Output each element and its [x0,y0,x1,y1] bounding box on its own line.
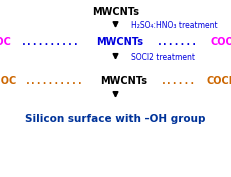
Text: COCl: COCl [207,76,231,85]
Text: Silicon surface with –OH group: Silicon surface with –OH group [25,114,206,124]
Text: MWCNTs: MWCNTs [100,76,147,85]
Text: H₂SO₄:HNO₃ treatment: H₂SO₄:HNO₃ treatment [131,21,217,30]
Text: ClOC: ClOC [0,76,17,85]
Text: MWCNTs: MWCNTs [92,7,139,17]
Text: .......: ....... [157,38,198,47]
Text: HOOC: HOOC [0,38,12,47]
Text: MWCNTs: MWCNTs [97,38,143,47]
Text: ......: ...... [161,76,196,85]
Text: ..........: .......... [24,76,83,85]
Text: ..........: .......... [21,38,79,47]
Text: SOCl2 treatment: SOCl2 treatment [131,53,195,62]
Text: COOH: COOH [210,38,231,47]
